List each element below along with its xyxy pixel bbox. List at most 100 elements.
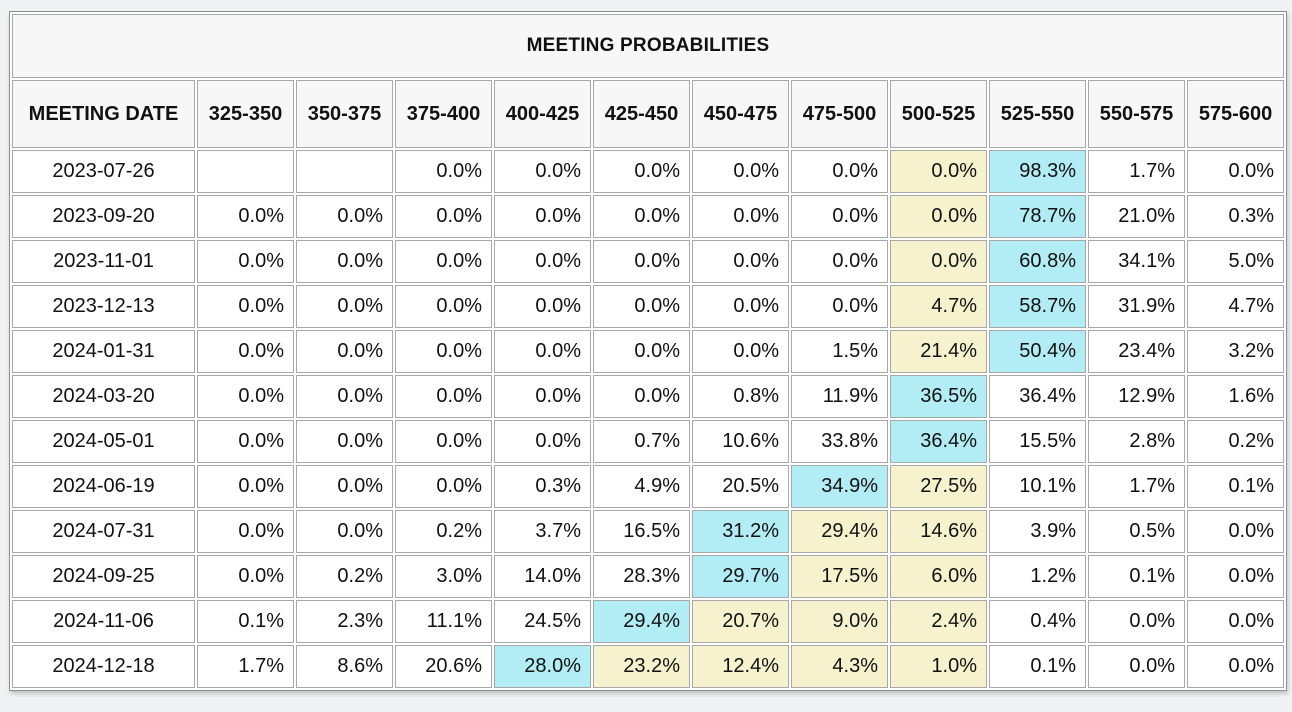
probability-cell: 0.0% [296,420,393,463]
probability-cell: 0.0% [791,195,888,238]
probability-cell: 28.3% [593,555,690,598]
probability-cell: 0.0% [296,465,393,508]
probability-cell: 6.0% [890,555,987,598]
probability-cell: 0.0% [1088,645,1185,688]
probability-cell: 34.1% [1088,240,1185,283]
probability-cell: 29.7% [692,555,789,598]
probability-cell: 0.0% [197,330,294,373]
probability-cell: 29.4% [593,600,690,643]
probability-cell: 0.0% [197,465,294,508]
probability-cell: 36.5% [890,375,987,418]
probability-cell: 0.0% [692,240,789,283]
table-row: 2023-12-13 0.0% 0.0% 0.0% 0.0% 0.0% 0.0% 0.0% 4.… [12,285,1285,328]
probability-cell: 1.5% [791,330,888,373]
probability-cell: 0.0% [494,375,591,418]
meeting-date-cell: 2024-06-19 [12,465,195,508]
probability-cell: 0.0% [791,150,888,193]
probability-cell [296,150,393,193]
probability-cell: 2.4% [890,600,987,643]
table-row: 2023-11-01 0.0% 0.0% 0.0% 0.0% 0.0% 0.0% 0.0% 0.… [12,240,1285,283]
probability-cell: 0.1% [989,645,1086,688]
probability-cell: 0.0% [692,150,789,193]
meeting-date-cell: 2024-12-18 [12,645,195,688]
probability-cell: 0.0% [296,285,393,328]
table-row: 2024-03-20 0.0% 0.0% 0.0% 0.0% 0.0% 0.8% 11.9% 3… [12,375,1285,418]
column-header-rate-range: 400-425 [494,80,591,148]
probability-cell: 0.0% [494,330,591,373]
meeting-probabilities-table: MEETING PROBABILITIES MEETING DATE 325-3… [9,11,1288,691]
table-row: 2024-06-19 0.0% 0.0% 0.0% 0.3% 4.9% 20.5% 34.9%… [12,465,1285,508]
probability-cell: 21.0% [1088,195,1185,238]
probability-cell: 3.9% [989,510,1086,553]
probability-cell: 0.0% [593,285,690,328]
probability-cell: 20.6% [395,645,492,688]
probability-cell: 0.0% [197,510,294,553]
probability-cell: 0.2% [1187,420,1285,463]
probability-cell: 0.0% [296,195,393,238]
probability-cell: 8.6% [296,645,393,688]
meeting-date-cell: 2023-11-01 [12,240,195,283]
probability-cell: 0.0% [494,195,591,238]
probability-cell: 0.0% [395,240,492,283]
probability-cell: 0.0% [890,195,987,238]
probability-cell: 0.1% [1088,555,1185,598]
probability-cell: 0.3% [494,465,591,508]
column-header-rate-range: 375-400 [395,80,492,148]
table-title: MEETING PROBABILITIES [12,14,1285,78]
probability-cell: 4.7% [890,285,987,328]
table-row: 2024-07-31 0.0% 0.0% 0.2% 3.7% 16.5% 31.2% 29.4… [12,510,1285,553]
probability-cell: 0.0% [1187,510,1285,553]
probability-cell: 0.0% [1187,150,1285,193]
probability-cell: 10.1% [989,465,1086,508]
probability-cell: 1.7% [1088,465,1185,508]
probability-cell: 0.0% [1187,555,1285,598]
probability-cell: 58.7% [989,285,1086,328]
probability-cell: 3.0% [395,555,492,598]
probability-cell: 0.0% [791,285,888,328]
probability-cell: 0.0% [395,285,492,328]
probability-cell: 0.7% [593,420,690,463]
probability-cell: 98.3% [989,150,1086,193]
probability-cell: 20.7% [692,600,789,643]
probability-cell: 78.7% [989,195,1086,238]
column-header-rate-range: 450-475 [692,80,789,148]
meeting-date-cell: 2023-09-20 [12,195,195,238]
probability-cell: 50.4% [989,330,1086,373]
probability-cell: 21.4% [890,330,987,373]
title-row: MEETING PROBABILITIES [12,14,1285,78]
probability-cell: 14.6% [890,510,987,553]
probability-cell: 0.0% [890,240,987,283]
probability-cell: 1.7% [197,645,294,688]
probability-cell: 0.5% [1088,510,1185,553]
probability-cell: 0.1% [197,600,294,643]
column-header-rate-range: 500-525 [890,80,987,148]
probability-cell: 0.0% [395,150,492,193]
probability-cell: 5.0% [1187,240,1285,283]
probability-cell: 0.0% [494,285,591,328]
probability-cell: 36.4% [989,375,1086,418]
probability-cell: 0.0% [1187,600,1285,643]
probability-cell: 4.3% [791,645,888,688]
probability-cell: 0.0% [494,150,591,193]
probability-cell: 0.3% [1187,195,1285,238]
column-header-rate-range: 525-550 [989,80,1086,148]
probability-cell: 9.0% [791,600,888,643]
table-row: 2024-01-31 0.0% 0.0% 0.0% 0.0% 0.0% 0.0% 1.5% 21… [12,330,1285,373]
meeting-date-cell: 2024-03-20 [12,375,195,418]
probability-cell: 0.0% [593,195,690,238]
probability-cell: 23.2% [593,645,690,688]
probability-cell: 0.0% [395,420,492,463]
probability-cell: 36.4% [890,420,987,463]
probability-cell: 0.2% [395,510,492,553]
probability-cell: 3.2% [1187,330,1285,373]
probability-cell: 0.0% [296,240,393,283]
column-header-rate-range: 575-600 [1187,80,1285,148]
probability-cell: 11.9% [791,375,888,418]
probability-cell: 24.5% [494,600,591,643]
probability-cell: 0.0% [395,465,492,508]
header-row: MEETING DATE 325-350 350-375 375-400 400-42… [12,80,1285,148]
table-row: 2023-09-20 0.0% 0.0% 0.0% 0.0% 0.0% 0.0% 0.0% 0.… [12,195,1285,238]
probability-cell: 0.0% [593,150,690,193]
probability-cell: 28.0% [494,645,591,688]
probability-cell: 33.8% [791,420,888,463]
